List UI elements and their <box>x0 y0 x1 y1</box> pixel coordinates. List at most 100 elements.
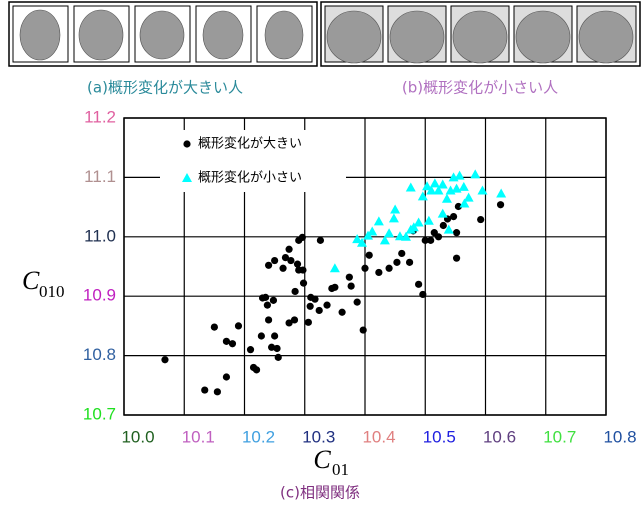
point <box>214 388 221 395</box>
x-axis-subscript: 01 <box>332 460 349 479</box>
point <box>323 302 330 309</box>
y-axis-symbol: C <box>22 266 40 295</box>
point <box>346 274 353 281</box>
point <box>300 280 307 287</box>
point <box>285 246 292 253</box>
point <box>294 261 301 268</box>
point <box>201 386 208 393</box>
point <box>367 226 377 235</box>
legend-label: 概形変化が大きい <box>198 136 302 152</box>
point <box>496 188 506 197</box>
point <box>247 346 254 353</box>
legend-label: 概形変化が小さい <box>198 170 302 186</box>
point <box>270 297 277 304</box>
point <box>331 284 338 291</box>
point <box>450 213 457 220</box>
x-tick-label: 10.2 <box>242 427 275 446</box>
point <box>440 222 447 229</box>
y-tick-label: 11.1 <box>84 167 116 186</box>
y-tick-label: 11.0 <box>84 226 116 245</box>
point <box>366 252 373 259</box>
fingerprint <box>453 11 507 63</box>
fingerprint <box>203 11 243 59</box>
point <box>265 316 272 323</box>
fingerprint <box>390 11 444 63</box>
point <box>455 171 465 180</box>
point <box>386 265 393 272</box>
x-tick-label: 10.7 <box>543 427 576 446</box>
point <box>452 184 462 193</box>
x-tick-label: 10.5 <box>423 427 456 446</box>
point <box>354 299 361 306</box>
point <box>477 216 484 223</box>
caption-b: (b)概形変化が小さい人 <box>402 79 558 97</box>
point <box>389 213 399 222</box>
point <box>418 191 428 200</box>
point <box>305 319 312 326</box>
point <box>375 269 382 276</box>
point <box>435 233 442 240</box>
point <box>415 281 422 288</box>
fingerprint <box>140 11 184 59</box>
y-tick-label: 10.9 <box>83 286 116 305</box>
point <box>398 250 405 257</box>
point <box>470 169 480 178</box>
point <box>442 194 452 203</box>
y-tick-label: 10.8 <box>83 345 116 364</box>
point <box>279 265 286 272</box>
point <box>453 255 460 262</box>
point <box>307 303 314 310</box>
point <box>317 237 324 244</box>
fingerprint <box>20 10 60 60</box>
point <box>229 340 236 347</box>
point <box>258 332 265 339</box>
point <box>384 228 394 237</box>
point <box>393 259 400 266</box>
point <box>330 263 340 272</box>
point <box>360 326 367 333</box>
point <box>406 259 413 266</box>
point <box>264 302 271 309</box>
point <box>161 356 168 363</box>
fingerprint <box>516 11 570 63</box>
x-tick-label: 10.0 <box>121 427 154 446</box>
point <box>271 257 278 264</box>
legend-marker <box>183 140 190 147</box>
y-tick-label: 10.7 <box>83 404 116 423</box>
point <box>311 296 318 303</box>
fingerprint <box>79 10 123 60</box>
point <box>497 201 504 208</box>
point <box>316 307 323 314</box>
x-tick-label: 10.1 <box>182 427 215 446</box>
plot: 10.0 10.1 10.2 10.3 10.4 10.5 10.6 10.7 10.8 10.7… <box>22 107 637 478</box>
point <box>273 345 280 352</box>
point <box>287 257 294 264</box>
point <box>265 262 272 269</box>
point <box>348 283 355 290</box>
x-tick-label: 10.6 <box>483 427 516 446</box>
fingerprint-group-a <box>9 2 317 66</box>
point <box>211 323 218 330</box>
fingerprint <box>579 11 633 63</box>
point <box>253 366 260 373</box>
point <box>275 354 282 361</box>
point <box>453 229 460 236</box>
point <box>419 291 426 298</box>
point <box>438 180 448 189</box>
point <box>262 294 269 301</box>
x-tick-label: 10.3 <box>302 427 335 446</box>
caption-a: (a)概形変化が大きい人 <box>87 79 243 97</box>
y-tick-label: 11.2 <box>84 107 116 126</box>
point <box>299 266 306 273</box>
point <box>235 322 242 329</box>
figure: (a)概形変化が大きい人 (b)概形変化が小さい人 (c)相関関係 10.010… <box>0 0 643 509</box>
point <box>271 332 278 339</box>
point <box>374 216 384 225</box>
page: {"header": {"caption_a": "(a)概形変化が大きい人",… <box>0 0 643 509</box>
point <box>438 209 448 218</box>
y-axis-subscript: 010 <box>39 282 65 301</box>
x-tick-label: 10.4 <box>362 427 395 446</box>
caption-c: (c)相関関係 <box>280 484 360 502</box>
point <box>291 316 298 323</box>
point <box>414 218 424 227</box>
